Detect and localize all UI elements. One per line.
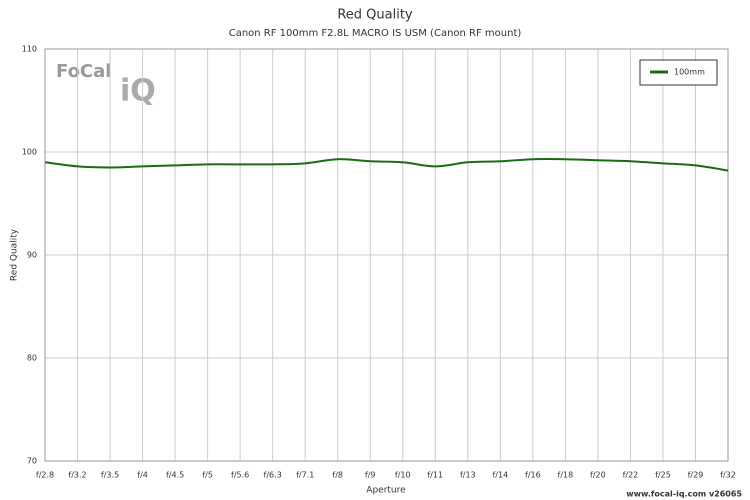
x-tick-label: f/16 [525,471,541,480]
x-tick-label: f/11 [427,471,443,480]
y-tick-label: 80 [27,354,37,363]
plot-border [44,48,729,462]
legend-label: 100mm [674,68,705,77]
x-tick-label: f/22 [623,471,639,480]
data-line [44,158,729,172]
y-axis-label: Red Quality [10,228,20,281]
y-tick-label: 90 [27,251,37,260]
x-tick-label: f/2.8 [36,471,54,480]
x-tick-label: f/20 [590,471,606,480]
x-tick-label: f/32 [720,471,736,480]
x-axis-label: Aperture [366,486,406,496]
x-tick-label: f/25 [655,471,671,480]
x-tick-label: f/3.5 [101,471,119,480]
x-tick-label: f/10 [395,471,411,480]
x-tick-label: f/6.3 [264,471,282,480]
y-tick-label: 100 [22,148,37,157]
x-tick-label: f/3.2 [68,471,86,480]
y-tick-label: 70 [27,457,37,466]
logo-left: FoCal [56,61,111,82]
chart-title: Red Quality [337,8,413,23]
x-tick-label: f/5.6 [231,471,249,480]
x-tick-label: f/18 [558,471,574,480]
x-tick-label: f/7.1 [296,471,314,480]
y-tick-label: 110 [22,45,37,54]
chart-subtitle: Canon RF 100mm F2.8L MACRO IS USM (Canon… [229,28,522,39]
x-tick-label: f/9 [365,471,376,480]
x-tick-label: f/4 [137,471,148,480]
x-tick-label: f/8 [332,471,343,480]
x-tick-label: f/13 [460,471,476,480]
x-tick-label: f/5 [202,471,213,480]
logo-right: iQ [120,74,156,109]
footer: www.focal-iq.com v26065 [626,490,742,499]
x-tick-label: f/4.5 [166,471,184,480]
x-tick-label: f/14 [492,471,508,480]
x-tick-label: f/29 [688,471,704,480]
